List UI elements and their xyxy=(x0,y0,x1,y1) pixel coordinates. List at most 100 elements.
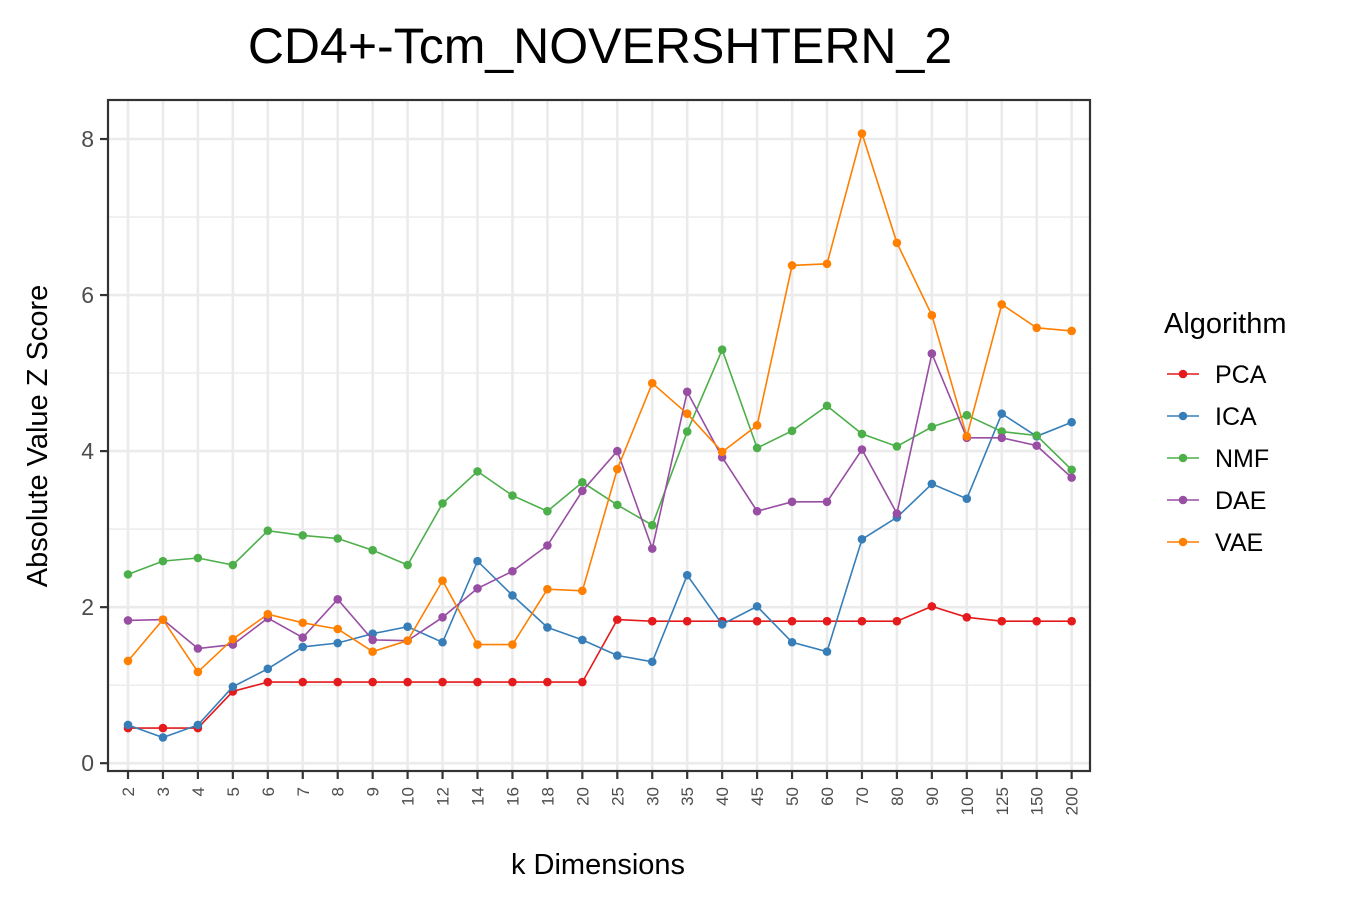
data-point-dae xyxy=(543,541,552,550)
x-tick-label: 20 xyxy=(573,787,592,806)
legend-item-pca: PCA xyxy=(1167,361,1267,389)
data-point-ica xyxy=(508,591,517,600)
data-point-vae xyxy=(543,584,552,594)
data-point-nmf xyxy=(962,410,972,420)
y-axis-title: Absolute Value Z Score xyxy=(22,285,54,588)
data-point-pca xyxy=(647,616,657,626)
legend-item-ica: ICA xyxy=(1167,403,1257,431)
data-point-nmf xyxy=(997,427,1007,436)
x-tick-label: 125 xyxy=(993,787,1012,815)
data-point-pca xyxy=(403,677,412,687)
x-tick-label: 7 xyxy=(294,787,313,796)
legend: Algorithm PCA ICA NMF DAE VAE xyxy=(1164,308,1287,557)
data-point-dae xyxy=(578,486,587,496)
data-point-dae xyxy=(682,387,692,397)
legend-key-point xyxy=(1178,369,1188,379)
data-point-pca xyxy=(508,677,517,687)
data-point-pca xyxy=(682,616,692,626)
series-line-ica xyxy=(127,412,1072,739)
legend-label: PCA xyxy=(1215,361,1267,389)
data-point-nmf xyxy=(578,478,587,487)
legend-label: DAE xyxy=(1215,487,1266,515)
data-point-ica xyxy=(473,556,482,566)
data-point-pca xyxy=(298,677,308,687)
y-axis: 0 2 4 6 8 xyxy=(81,126,108,776)
data-point-ica xyxy=(927,479,937,489)
y-tick-label: 8 xyxy=(81,126,94,152)
data-point-dae xyxy=(647,544,657,553)
data-point-nmf xyxy=(787,426,797,436)
data-point-pca xyxy=(752,616,762,626)
data-point-ica xyxy=(543,623,552,632)
data-point-pca xyxy=(613,615,622,624)
legend-key-point xyxy=(1178,453,1188,463)
data-point-nmf xyxy=(1032,431,1041,440)
data-point-pca xyxy=(368,677,377,687)
data-point-pca xyxy=(263,677,273,687)
data-point-vae xyxy=(333,624,343,634)
data-point-ica xyxy=(193,720,203,730)
x-axis-title: k Dimensions xyxy=(511,849,685,881)
x-tick-label: 5 xyxy=(224,787,243,796)
x-tick-label: 2 xyxy=(119,787,138,796)
data-point-vae xyxy=(613,464,622,474)
data-point-dae xyxy=(123,616,133,625)
data-point-dae xyxy=(613,446,622,456)
chart-title: CD4+-Tcm_NOVERSHTERN_2 xyxy=(248,18,952,74)
data-point-vae xyxy=(927,311,937,320)
data-point-vae xyxy=(822,259,832,269)
data-point-dae xyxy=(892,509,902,518)
data-point-ica xyxy=(333,638,343,648)
data-point-vae xyxy=(578,586,587,596)
data-point-dae xyxy=(473,584,482,593)
data-point-nmf xyxy=(438,499,447,508)
data-point-ica xyxy=(1067,417,1076,427)
data-point-nmf xyxy=(298,531,308,540)
data-point-ica xyxy=(438,637,447,647)
data-point-nmf xyxy=(613,500,622,510)
series-vae xyxy=(123,129,1076,677)
legend-item-vae: VAE xyxy=(1167,529,1263,557)
x-tick-label: 200 xyxy=(1063,787,1082,815)
data-point-pca xyxy=(438,677,447,687)
data-point-ica xyxy=(228,682,238,692)
y-tick-label: 0 xyxy=(81,750,94,776)
plot-panel-background xyxy=(108,100,1090,771)
legend-label: VAE xyxy=(1215,529,1263,557)
x-tick-label: 3 xyxy=(154,787,173,796)
data-point-ica xyxy=(997,409,1007,418)
data-point-pca xyxy=(158,723,168,733)
data-point-pca xyxy=(1032,616,1041,626)
data-point-vae xyxy=(368,647,377,656)
data-point-ica xyxy=(647,657,657,667)
data-point-ica xyxy=(613,651,622,660)
data-point-ica xyxy=(123,720,133,730)
data-point-dae xyxy=(927,349,937,358)
data-point-vae xyxy=(228,634,238,644)
data-point-nmf xyxy=(857,429,867,439)
data-point-nmf xyxy=(822,401,832,411)
data-point-vae xyxy=(508,640,517,649)
data-point-nmf xyxy=(193,553,203,563)
x-tick-label: 70 xyxy=(853,787,872,806)
data-point-pca xyxy=(822,616,832,626)
data-point-pca xyxy=(927,602,937,611)
data-point-vae xyxy=(892,238,902,248)
data-point-nmf xyxy=(228,560,238,570)
data-point-nmf xyxy=(158,556,168,566)
y-tick-label: 6 xyxy=(81,282,94,308)
data-point-nmf xyxy=(682,427,692,436)
x-tick-label: 8 xyxy=(329,787,348,796)
data-point-nmf xyxy=(1067,465,1076,475)
data-point-nmf xyxy=(263,526,273,535)
data-point-vae xyxy=(1032,323,1041,333)
data-point-dae xyxy=(1032,441,1041,450)
data-point-nmf xyxy=(473,467,482,476)
data-point-nmf xyxy=(403,560,412,570)
data-point-pca xyxy=(333,677,343,687)
data-point-nmf xyxy=(752,443,762,453)
legend-key-point xyxy=(1178,495,1188,505)
x-tick-label: 10 xyxy=(399,787,418,806)
data-point-vae xyxy=(962,431,972,441)
series-line-pca xyxy=(128,605,1072,729)
